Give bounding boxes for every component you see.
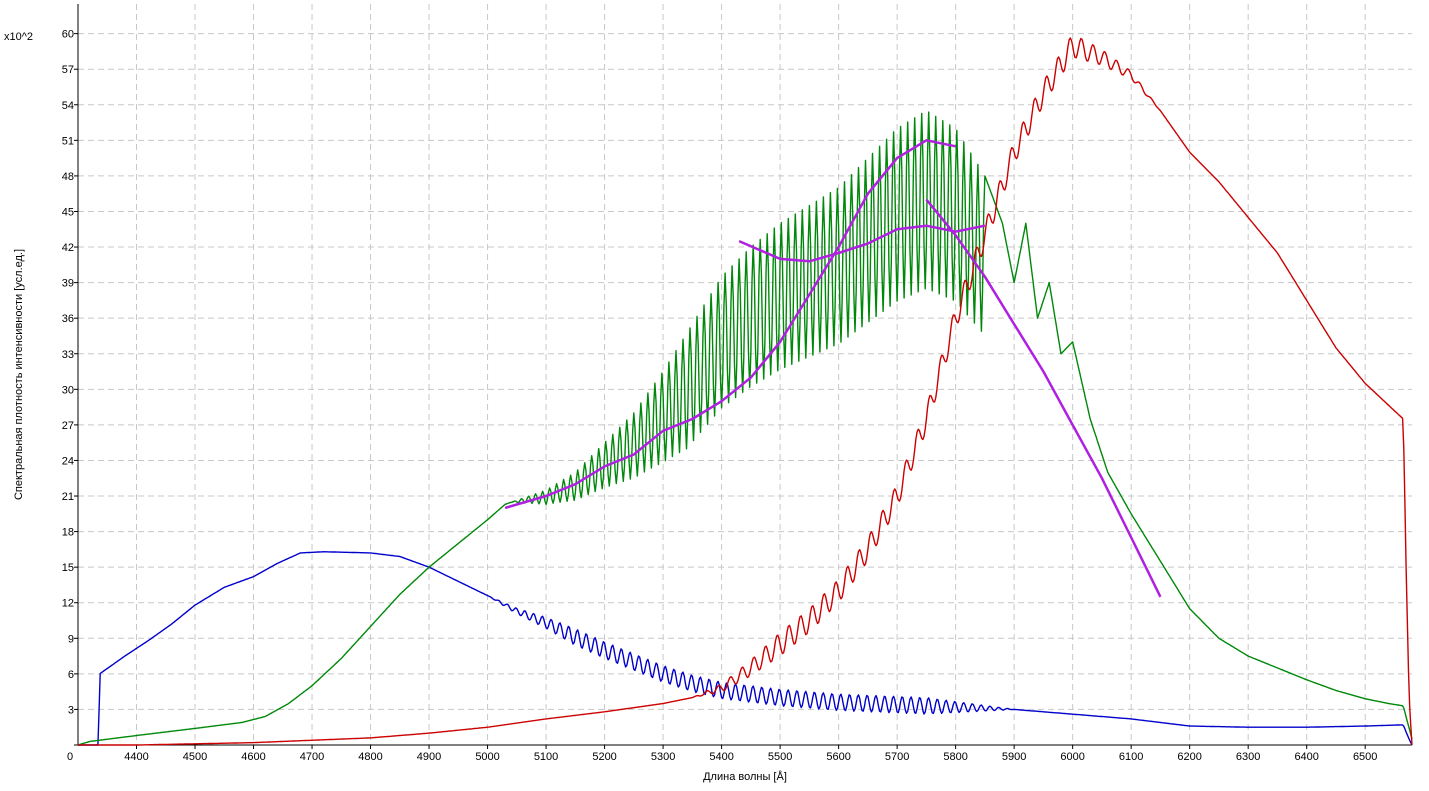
x-tick-label: 5000 bbox=[475, 751, 499, 763]
y-tick-label: 54 bbox=[62, 100, 74, 112]
y-tick-label: 18 bbox=[62, 527, 74, 539]
y-tick-label: 3 bbox=[68, 704, 74, 716]
y-tick-label: 45 bbox=[62, 206, 74, 218]
y-tick-label: 27 bbox=[62, 420, 74, 432]
y-multiplier-label: x10^2 bbox=[4, 31, 33, 43]
x-tick-label: 4800 bbox=[358, 751, 382, 763]
y-tick-label: 24 bbox=[62, 455, 74, 467]
series-line-3 bbox=[504, 139, 956, 510]
x-tick-label: 6500 bbox=[1353, 751, 1377, 763]
x-axis-title: Длина волны [Å] bbox=[703, 770, 787, 783]
x-tick-label: 5700 bbox=[885, 751, 909, 763]
x-tick-label: 5800 bbox=[943, 751, 967, 763]
series-line-1 bbox=[77, 111, 1413, 746]
x-tick-label: 6100 bbox=[1119, 751, 1143, 763]
y-tick-label: 57 bbox=[62, 64, 74, 76]
y-tick-label: 42 bbox=[62, 242, 74, 254]
y-tick-label: 30 bbox=[62, 384, 74, 396]
y-tick-label: 9 bbox=[68, 633, 74, 645]
tick-labels: 4400 4500 4600 4700 4800 4900 5000 5100 5200 5300… bbox=[62, 29, 1378, 763]
x-tick-label: 5600 bbox=[826, 751, 850, 763]
x-tick-label: 5200 bbox=[592, 751, 616, 763]
y-tick-label: 6 bbox=[68, 669, 74, 681]
x-tick-label: 5100 bbox=[534, 751, 558, 763]
x-tick-label: 5400 bbox=[709, 751, 733, 763]
y-tick-label: 51 bbox=[62, 135, 74, 147]
series-group bbox=[77, 37, 1413, 746]
x-tick-label: 4500 bbox=[183, 751, 207, 763]
x-tick-label: 4600 bbox=[241, 751, 265, 763]
series-line-4 bbox=[738, 224, 986, 263]
x-tick-label: 5900 bbox=[1002, 751, 1026, 763]
y-tick-label: 36 bbox=[62, 313, 74, 325]
grid bbox=[78, 4, 1412, 745]
series-line-2 bbox=[78, 37, 1413, 746]
y-tick-label: 21 bbox=[62, 491, 74, 503]
axes bbox=[74, 4, 1412, 749]
y-tick-label: 48 bbox=[62, 171, 74, 183]
y-tick-label: 15 bbox=[62, 562, 74, 574]
x-tick-label: 5300 bbox=[651, 751, 675, 763]
y-tick-label: 12 bbox=[62, 598, 74, 610]
y-axis-title: Спектральная плотность интенсивности [ус… bbox=[13, 249, 25, 500]
origin-tick-label: 0 bbox=[67, 751, 73, 763]
x-tick-label: 5500 bbox=[768, 751, 792, 763]
x-tick-label: 4700 bbox=[300, 751, 324, 763]
x-tick-label: 4900 bbox=[417, 751, 441, 763]
x-tick-label: 6400 bbox=[1294, 751, 1318, 763]
y-tick-label: 33 bbox=[62, 349, 74, 361]
y-tick-label: 60 bbox=[62, 29, 74, 41]
x-tick-label: 6200 bbox=[1177, 751, 1201, 763]
series-line-5 bbox=[925, 198, 1162, 598]
x-tick-label: 6300 bbox=[1236, 751, 1260, 763]
series-line-0 bbox=[78, 551, 1413, 746]
x-tick-label: 6000 bbox=[1060, 751, 1084, 763]
y-tick-label: 39 bbox=[62, 278, 74, 290]
x-tick-label: 4400 bbox=[124, 751, 148, 763]
